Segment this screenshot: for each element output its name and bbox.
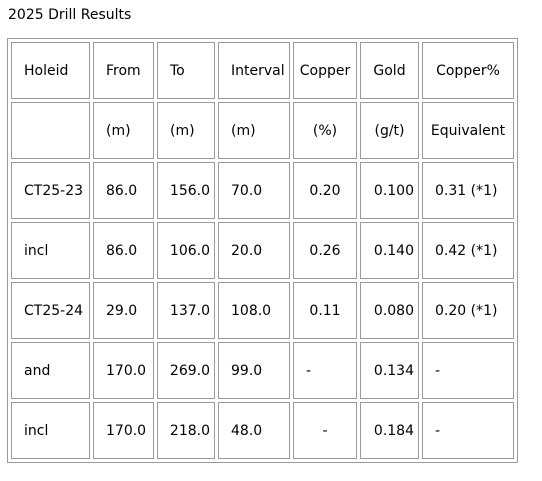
cell-interval: 48.0: [218, 402, 290, 459]
cell-from: 86.0: [93, 162, 154, 219]
cell-copper-equivalent: -: [422, 402, 514, 459]
cell-interval: 20.0: [218, 222, 290, 279]
header-holeid: Holeid: [11, 42, 90, 99]
cell-from: 170.0: [93, 402, 154, 459]
unit-holeid: [11, 102, 90, 159]
cell-gold: 0.140: [360, 222, 419, 279]
unit-from: (m): [93, 102, 154, 159]
cell-copper-equivalent: 0.42 (*1): [422, 222, 514, 279]
cell-gold: 0.134: [360, 342, 419, 399]
cell-copper-equivalent: -: [422, 342, 514, 399]
cell-copper: -: [293, 342, 357, 399]
cell-to: 137.0: [157, 282, 215, 339]
unit-copper: (%): [293, 102, 357, 159]
unit-row: (m) (m) (m) (%) (g/t) Equivalent: [11, 102, 514, 159]
cell-interval: 99.0: [218, 342, 290, 399]
cell-to: 218.0: [157, 402, 215, 459]
header-from: From: [93, 42, 154, 99]
cell-holeid: incl: [11, 222, 90, 279]
unit-to: (m): [157, 102, 215, 159]
cell-from: 86.0: [93, 222, 154, 279]
cell-gold: 0.080: [360, 282, 419, 339]
cell-interval: 70.0: [218, 162, 290, 219]
cell-copper: -: [293, 402, 357, 459]
cell-interval: 108.0: [218, 282, 290, 339]
header-interval: Interval: [218, 42, 290, 99]
cell-holeid: CT25-23: [11, 162, 90, 219]
cell-from: 29.0: [93, 282, 154, 339]
cell-to: 269.0: [157, 342, 215, 399]
cell-copper-equivalent: 0.20 (*1): [422, 282, 514, 339]
page-title: 2025 Drill Results: [8, 7, 132, 23]
header-to: To: [157, 42, 215, 99]
header-copper-percent: Copper%: [422, 42, 514, 99]
cell-gold: 0.100: [360, 162, 419, 219]
cell-copper-equivalent: 0.31 (*1): [422, 162, 514, 219]
cell-copper: 0.20: [293, 162, 357, 219]
cell-gold: 0.184: [360, 402, 419, 459]
cell-holeid: CT25-24: [11, 282, 90, 339]
cell-from: 170.0: [93, 342, 154, 399]
unit-gold: (g/t): [360, 102, 419, 159]
header-gold: Gold: [360, 42, 419, 99]
drill-results-table: Holeid From To Interval Copper Gold Copp…: [7, 38, 518, 463]
header-row: Holeid From To Interval Copper Gold Copp…: [11, 42, 514, 99]
cell-copper: 0.11: [293, 282, 357, 339]
cell-to: 156.0: [157, 162, 215, 219]
header-copper: Copper: [293, 42, 357, 99]
table-row: incl 86.0 106.0 20.0 0.26 0.140 0.42 (*1…: [11, 222, 514, 279]
table-row: and 170.0 269.0 99.0 - 0.134 -: [11, 342, 514, 399]
table-row: incl 170.0 218.0 48.0 - 0.184 -: [11, 402, 514, 459]
cell-holeid: and: [11, 342, 90, 399]
table-row: CT25-23 86.0 156.0 70.0 0.20 0.100 0.31 …: [11, 162, 514, 219]
unit-interval: (m): [218, 102, 290, 159]
cell-to: 106.0: [157, 222, 215, 279]
unit-copper-equivalent: Equivalent: [422, 102, 514, 159]
table-row: CT25-24 29.0 137.0 108.0 0.11 0.080 0.20…: [11, 282, 514, 339]
cell-holeid: incl: [11, 402, 90, 459]
cell-copper: 0.26: [293, 222, 357, 279]
